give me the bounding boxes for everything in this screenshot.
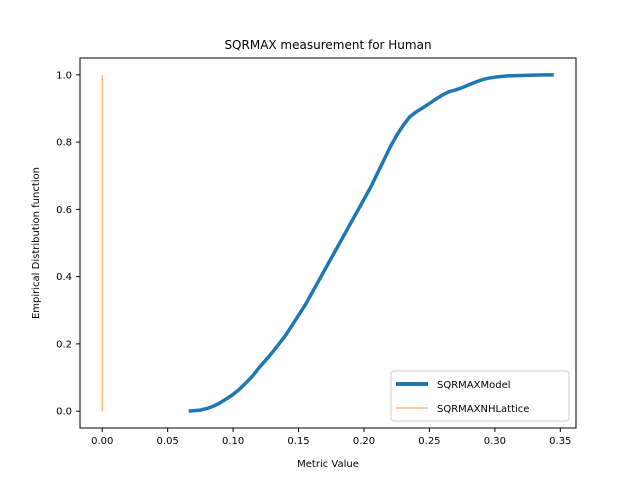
x-tick-label: 0.15	[287, 436, 309, 447]
y-tick-label: 0.6	[56, 205, 72, 216]
y-tick-label: 0.2	[56, 339, 72, 350]
series-layer	[101, 73, 554, 413]
chart-title: SQRMAX measurement for Human	[224, 38, 431, 52]
y-tick-label: 0.4	[56, 272, 72, 283]
plot-frame	[79, 57, 577, 429]
y-tick-label: 1.0	[56, 70, 72, 81]
y-axis: 0.0 0.2 0.4 0.6 0.8 1.0	[56, 70, 80, 418]
x-tick-label: 0.10	[222, 436, 244, 447]
legend: SQRMAXModel SQRMAXNHLattice	[390, 370, 570, 422]
legend-label-sqrmaxmodel: SQRMAXModel	[437, 380, 511, 391]
x-axis: 0.00 0.05 0.10 0.15 0.20 0.25 0.30 0.35	[91, 428, 571, 447]
x-tick-label: 0.25	[418, 436, 440, 447]
y-tick-label: 0.0	[56, 407, 72, 418]
series-line-sqrmaxmodel	[188, 73, 554, 413]
legend-label-sqrmaxnhlattice: SQRMAXNHLattice	[437, 404, 529, 415]
plot-background	[80, 58, 576, 428]
x-tick-label: 0.00	[91, 436, 113, 447]
x-tick-label: 0.30	[484, 436, 506, 447]
x-axis-label: Metric Value	[297, 459, 359, 470]
legend-box	[390, 370, 570, 422]
y-axis-label: Empirical Distribution function	[31, 167, 42, 319]
x-tick-label: 0.35	[549, 436, 571, 447]
y-tick-label: 0.8	[56, 138, 72, 149]
x-tick-label: 0.20	[353, 436, 375, 447]
x-tick-label: 0.05	[157, 436, 179, 447]
